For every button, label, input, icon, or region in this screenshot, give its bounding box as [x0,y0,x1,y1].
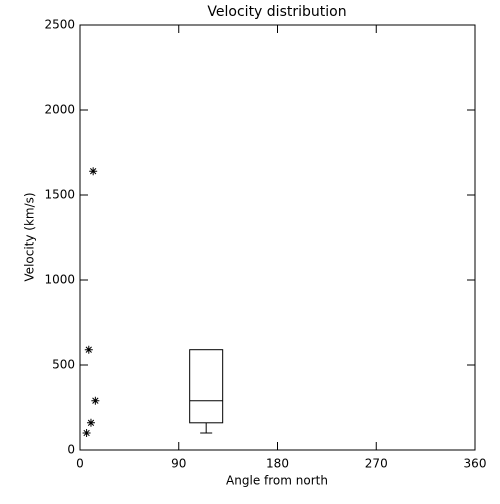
y-tick-label: 500 [52,358,75,372]
y-tick-label: 0 [67,443,75,457]
y-tick-label: 1000 [44,273,75,287]
y-tick-label: 1500 [44,188,75,202]
point [86,418,95,427]
point [82,429,91,437]
x-tick-label: 180 [266,457,289,471]
x-tick-label: 270 [365,457,388,471]
x-tick-label: 360 [464,457,487,471]
y-tick-label: 2500 [44,18,75,32]
point [89,167,98,176]
x-tick-label: 0 [76,457,84,471]
point [91,396,100,405]
y-axis-label: Velocity (km/s) [23,192,37,281]
point [84,345,93,354]
x-axis-label: Angle from north [226,474,328,488]
x-tick-label: 90 [171,457,186,471]
chart-title: Velocity distribution [207,4,346,20]
y-tick-label: 2000 [44,103,75,117]
